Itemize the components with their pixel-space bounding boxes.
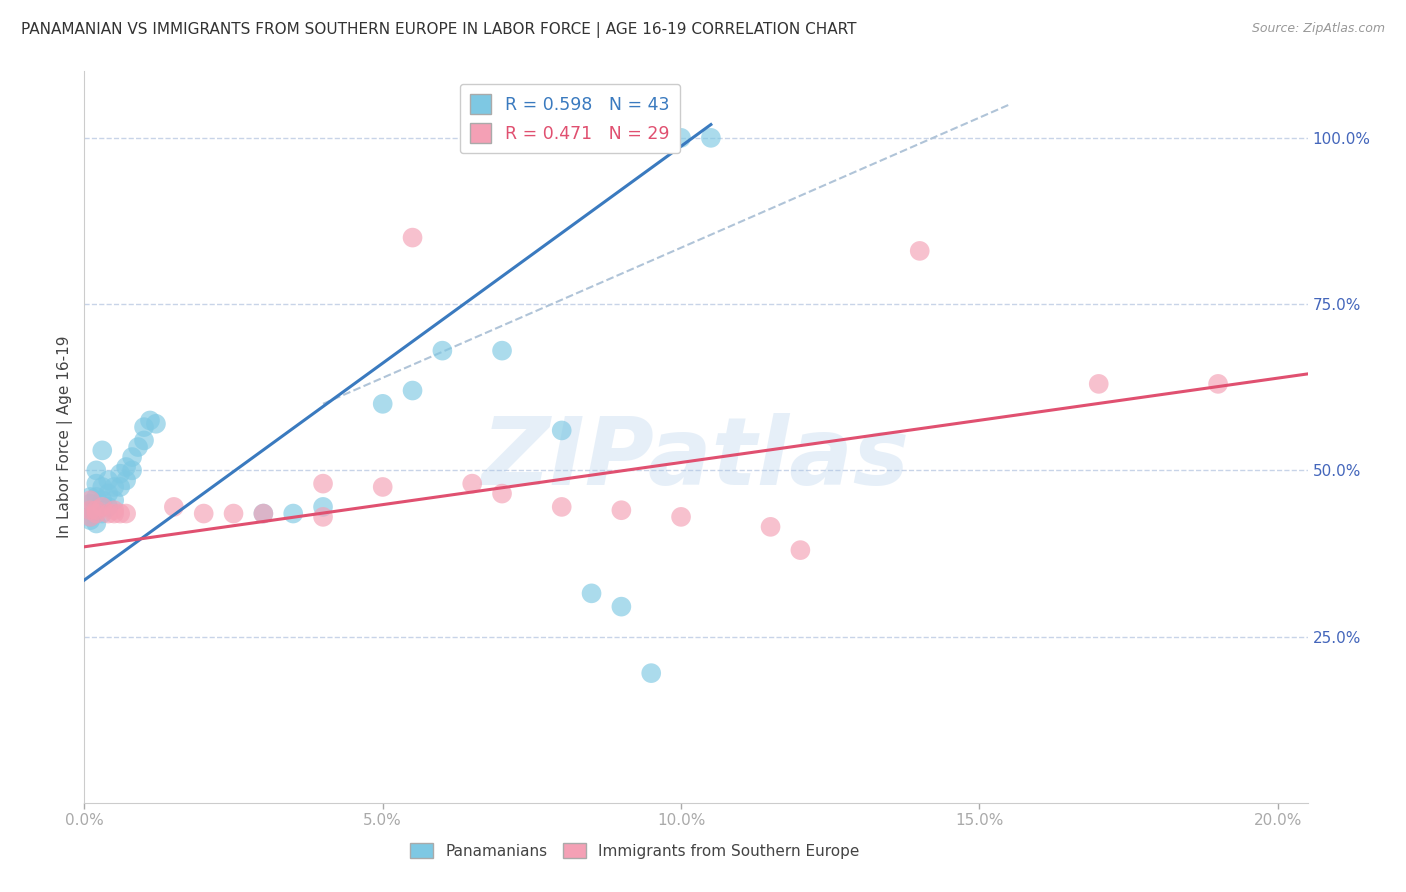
Point (461, 476, 484, 491)
Point (908, 244, 931, 258)
Point (1087, 376, 1109, 391)
Point (91, 507, 114, 521)
Point (91, 443, 114, 458)
Text: Source: ZipAtlas.com: Source: ZipAtlas.com (1251, 22, 1385, 36)
Point (551, 424, 574, 438)
Point (163, 500, 186, 514)
Point (97, 507, 120, 521)
Point (132, 434, 155, 448)
Point (371, 397, 394, 411)
Point (91, 480, 114, 494)
Point (121, 450, 143, 464)
Point (669, 509, 692, 524)
Y-axis label: In Labor Force | Age 16-19: In Labor Force | Age 16-19 (58, 335, 73, 539)
Point (108, 480, 131, 494)
Point (103, 507, 125, 521)
Point (84, 507, 107, 521)
Point (103, 480, 125, 494)
Point (581, 586, 603, 600)
Point (115, 473, 138, 487)
Point (193, 507, 215, 521)
Point (79, 490, 101, 504)
Legend: Panamanians, Immigrants from Southern Europe: Panamanians, Immigrants from Southern Eu… (404, 837, 866, 864)
Point (84, 503, 107, 517)
Point (252, 507, 274, 521)
Point (312, 500, 335, 514)
Point (789, 543, 811, 558)
Point (1206, 376, 1229, 391)
Point (84, 516, 107, 531)
Text: PANAMANIAN VS IMMIGRANTS FROM SOUTHERN EUROPE IN LABOR FORCE | AGE 16-19 CORRELA: PANAMANIAN VS IMMIGRANTS FROM SOUTHERN E… (21, 22, 856, 38)
Point (108, 507, 131, 521)
Point (115, 507, 138, 521)
Point (84, 503, 107, 517)
Point (312, 476, 335, 491)
Point (700, 131, 723, 145)
Point (91, 493, 114, 508)
Point (121, 463, 143, 477)
Point (108, 467, 131, 481)
Point (127, 440, 149, 454)
Point (79, 513, 101, 527)
Point (79, 509, 101, 524)
Point (371, 480, 394, 494)
Point (610, 599, 633, 614)
Point (115, 460, 138, 475)
Point (84, 490, 107, 504)
Point (252, 507, 274, 521)
Point (97, 500, 120, 514)
Point (759, 520, 782, 534)
Point (79, 503, 101, 517)
Text: ZIPatlas: ZIPatlas (482, 413, 910, 505)
Point (551, 500, 574, 514)
Point (97, 473, 120, 487)
Point (139, 413, 162, 427)
Point (84, 463, 107, 477)
Point (79, 503, 101, 517)
Point (103, 503, 125, 517)
Point (401, 230, 423, 244)
Point (103, 493, 125, 508)
Point (145, 417, 167, 431)
Point (669, 131, 692, 145)
Point (432, 343, 454, 358)
Point (79, 497, 101, 511)
Point (491, 343, 513, 358)
Point (79, 509, 101, 524)
Point (312, 509, 335, 524)
Point (132, 420, 155, 434)
Point (610, 503, 633, 517)
Point (91, 500, 114, 514)
Point (97, 486, 120, 500)
Point (491, 486, 513, 500)
Point (283, 507, 305, 521)
Point (401, 384, 423, 398)
Point (84, 476, 107, 491)
Point (79, 493, 101, 508)
Point (640, 666, 662, 681)
Point (222, 507, 245, 521)
